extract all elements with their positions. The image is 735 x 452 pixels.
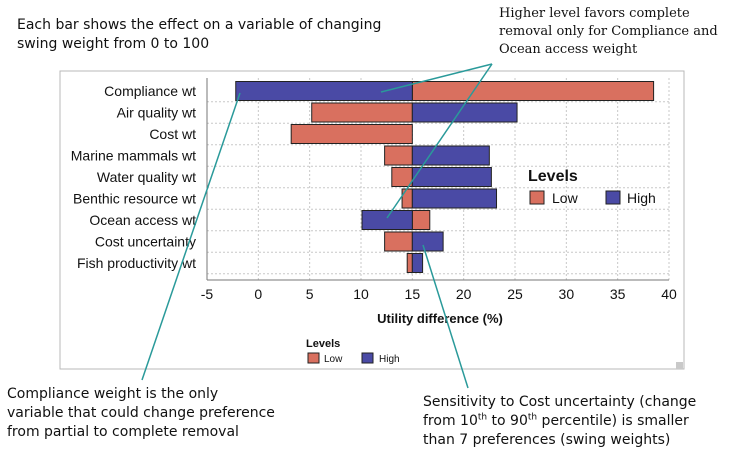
note-top-right-line-2: removal only for Compliance and (499, 24, 718, 39)
note-top-left-line-2: swing weight from 0 to 100 (17, 36, 210, 52)
x-tick-label: 25 (507, 286, 523, 302)
bar-low-7 (384, 231, 413, 252)
category-label: Marine mammals wt (71, 148, 196, 164)
bar-low-0 (411, 81, 655, 101)
note-bottom-right-line-1: Sensitivity to Cost uncertainty (change (423, 394, 697, 410)
annotation-line-compliance-weight (141, 92, 241, 381)
note-top-right-line-3: Ocean access weight (499, 42, 638, 57)
legend-right-high-swatch (605, 190, 621, 205)
legend-bottom-low-swatch (307, 352, 320, 364)
note-bottom-left-line-1: Compliance weight is the only (7, 386, 219, 402)
annotation-line-cost-uncertainty (422, 244, 469, 389)
resize-grip[interactable] (676, 362, 683, 369)
bar-high-0 (235, 81, 413, 101)
bar-high-6 (361, 210, 413, 230)
annotation-line-compliance-high (380, 63, 493, 93)
legend-bottom-high-swatch (361, 352, 374, 364)
category-label: Ocean access wt (89, 212, 196, 228)
note-top-left: Each bar shows the effect on a variable … (17, 16, 381, 54)
bar-low-8 (406, 253, 413, 273)
bar-high-1 (411, 102, 518, 123)
legend-bottom-low-label: Low (324, 354, 343, 365)
legend-right-low-swatch (529, 190, 545, 205)
category-label: Benthic resource wt (73, 191, 196, 207)
note-bottom-right-line-2: from 10th to 90th percentile) is smaller (423, 412, 689, 429)
x-axis-label: Utility difference (%) (377, 311, 503, 326)
note-bottom-left-line-2: variable that could change preference (7, 405, 275, 421)
category-label: Compliance wt (104, 83, 196, 99)
category-label: Air quality wt (117, 105, 196, 121)
x-tick-label: 40 (661, 286, 677, 302)
legend-right: Levels Low High (528, 168, 656, 206)
legend-bottom-title: Levels (306, 338, 340, 350)
x-tick-label: 35 (610, 286, 626, 302)
note-top-right: Higher level favors complete removal onl… (499, 5, 718, 59)
bar-high-8 (411, 253, 424, 273)
x-tick-labels: -5 0 5 10 15 20 25 30 35 40 (201, 286, 677, 302)
bar-low-4 (391, 167, 413, 187)
note-bottom-left: Compliance weight is the only variable t… (7, 385, 275, 442)
bar-low-6 (411, 210, 431, 230)
x-tick-label: 5 (306, 286, 314, 302)
bar-low-2 (290, 124, 413, 144)
bar-low-3 (384, 145, 413, 166)
legend-bottom: Levels Low High (306, 338, 400, 365)
legend-right-high-label: High (627, 190, 656, 206)
bar-low-5 (401, 188, 413, 209)
annotation-lines (141, 63, 493, 389)
note-bottom-left-line-3: from partial to complete removal (7, 424, 239, 440)
category-label: Cost wt (149, 126, 196, 142)
note-top-left-line-1: Each bar shows the effect on a variable … (17, 17, 382, 33)
note-bottom-right-line-3: than 7 preferences (swing weights) (423, 432, 671, 448)
x-tick-label: 0 (254, 286, 262, 302)
legend-right-low-label: Low (552, 190, 579, 206)
bar-low-1 (311, 102, 413, 123)
category-label: Cost uncertainty (95, 234, 196, 250)
x-tick-label: 10 (353, 286, 369, 302)
bar-high-5 (411, 188, 498, 209)
category-label: Fish productivity wt (77, 255, 196, 271)
bar-high-3 (411, 145, 490, 166)
bar-series (235, 81, 655, 273)
note-top-right-line-1: Higher level favors complete (499, 6, 690, 21)
legend-bottom-high-label: High (379, 354, 400, 365)
legend-right-title: Levels (528, 168, 578, 185)
bar-high-7 (411, 231, 444, 252)
category-label: Water quality wt (97, 169, 196, 185)
annotation-line-ocean-access (386, 63, 493, 219)
x-tick-label: 30 (559, 286, 575, 302)
x-tick-label: 20 (456, 286, 472, 302)
bar-high-4 (411, 167, 492, 187)
note-bottom-right: Sensitivity to Cost uncertainty (change … (423, 393, 696, 450)
x-tick-label: -5 (201, 286, 214, 302)
category-labels: Compliance wt Air quality wt Cost wt Marine… (71, 83, 196, 271)
x-tick-label: 15 (405, 286, 421, 302)
